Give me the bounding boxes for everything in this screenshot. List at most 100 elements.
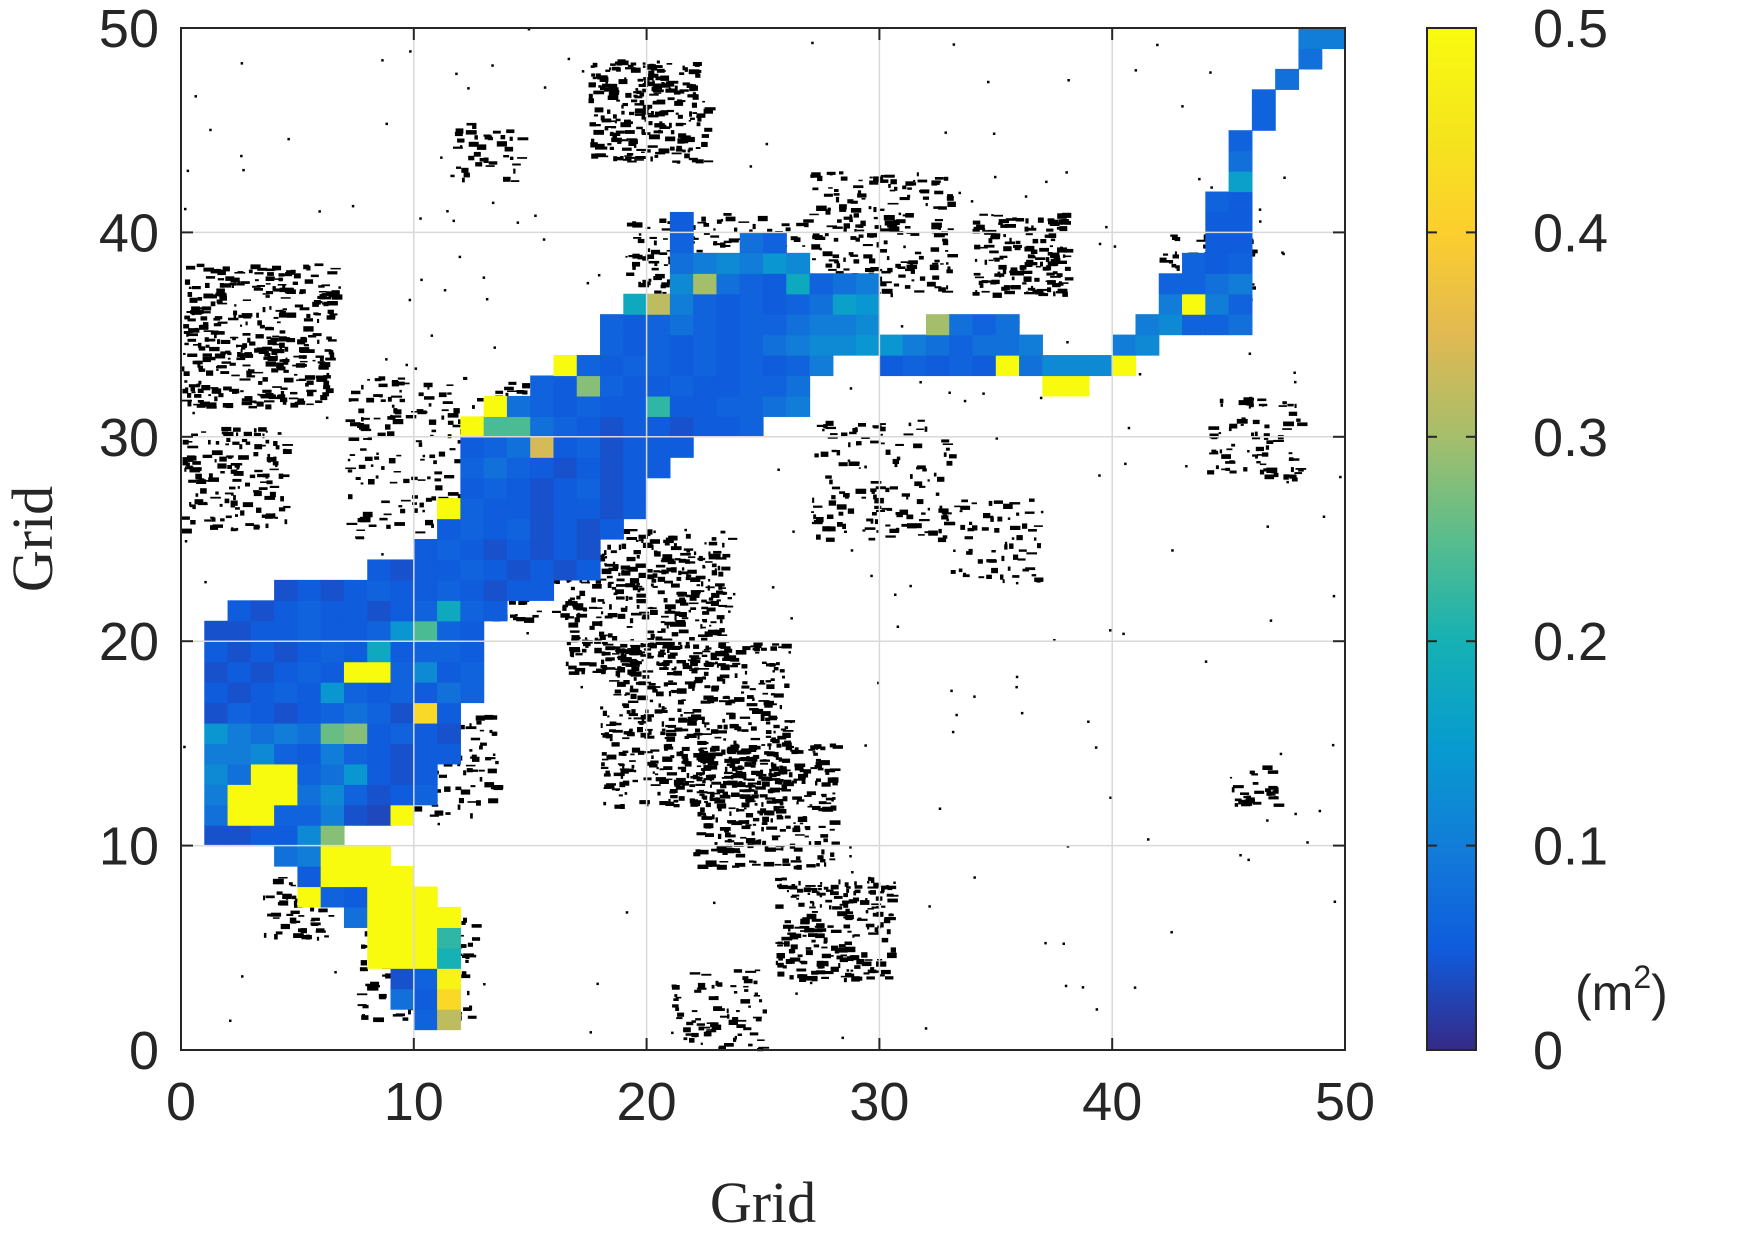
building-speck (774, 751, 779, 758)
building-speck (272, 878, 284, 885)
building-speck (1022, 523, 1028, 529)
building-speck (682, 149, 686, 153)
building-speck (820, 746, 826, 751)
building-speck (1219, 449, 1223, 454)
building-speck (697, 735, 700, 740)
building-speck (1257, 398, 1267, 402)
building-speck (656, 152, 666, 155)
building-speck (820, 807, 830, 811)
heatmap-cell (506, 518, 531, 540)
building-speck (734, 227, 738, 233)
building-speck (194, 95, 197, 98)
building-speck (849, 214, 853, 218)
building-speck (416, 409, 424, 413)
building-speck (328, 915, 335, 917)
building-speck (692, 236, 696, 239)
building-speck (868, 932, 879, 935)
building-speck (867, 877, 875, 881)
building-speck (753, 642, 763, 646)
building-speck (697, 864, 709, 869)
building-speck (632, 222, 643, 228)
building-speck (1025, 233, 1033, 236)
building-speck (821, 960, 829, 967)
building-speck (1294, 403, 1297, 408)
heatmap-cell (367, 559, 392, 581)
building-speck (713, 228, 716, 231)
building-speck (620, 643, 628, 648)
building-speck (997, 516, 1003, 522)
heatmap-cell (600, 436, 624, 458)
building-speck (650, 249, 661, 255)
building-speck (1064, 248, 1074, 253)
heatmap-cell (437, 518, 461, 540)
building-speck (853, 934, 860, 937)
building-speck (760, 808, 767, 814)
building-speck (772, 799, 783, 802)
building-speck (815, 762, 820, 767)
building-speck (664, 621, 676, 626)
building-speck (620, 156, 624, 161)
heatmap-cell (693, 334, 718, 356)
building-speck (639, 100, 645, 105)
building-speck (874, 268, 883, 272)
building-speck (868, 206, 872, 210)
building-speck (995, 437, 998, 440)
heatmap-cell (623, 293, 648, 315)
building-speck (851, 959, 854, 962)
building-speck (611, 66, 620, 71)
building-speck (489, 729, 493, 734)
building-speck (729, 811, 732, 816)
building-speck (648, 260, 660, 264)
building-speck (667, 648, 670, 654)
heatmap-cell (1158, 314, 1183, 336)
building-speck (325, 292, 332, 296)
building-speck (1221, 468, 1231, 471)
building-speck (571, 652, 575, 658)
building-speck (722, 678, 726, 684)
building-speck (864, 744, 867, 747)
building-speck (591, 73, 596, 77)
building-speck (604, 732, 610, 736)
building-speck (1044, 234, 1055, 238)
building-speck (751, 759, 757, 765)
building-speck (711, 686, 719, 692)
heatmap-cell (879, 334, 904, 356)
building-speck (777, 962, 784, 968)
building-speck (793, 847, 803, 852)
building-speck (732, 761, 740, 764)
building-speck (534, 214, 537, 217)
building-speck (872, 425, 882, 428)
building-speck (1050, 258, 1056, 264)
building-speck (748, 722, 752, 726)
building-speck (1278, 405, 1287, 407)
heatmap-cell (506, 498, 531, 520)
building-speck (708, 598, 713, 601)
building-speck (644, 116, 647, 122)
building-speck (184, 380, 188, 383)
building-speck (614, 120, 617, 124)
building-speck (1252, 801, 1262, 805)
building-speck (592, 76, 597, 80)
building-speck (285, 272, 296, 275)
heatmap-cell (297, 784, 322, 806)
building-speck (773, 667, 779, 671)
building-speck (604, 563, 614, 567)
building-speck (849, 846, 852, 849)
building-speck (674, 611, 681, 616)
building-speck (600, 115, 605, 121)
building-speck (642, 88, 648, 93)
building-speck (625, 664, 636, 667)
heatmap-cell (437, 641, 461, 663)
building-speck (884, 174, 895, 178)
building-speck (626, 272, 635, 276)
building-speck (752, 1016, 762, 1019)
building-speck (811, 939, 816, 943)
building-speck (386, 524, 391, 529)
building-speck (338, 286, 341, 289)
heatmap-cell (390, 927, 415, 949)
building-speck (830, 433, 838, 436)
building-speck (660, 621, 665, 624)
building-speck (883, 240, 888, 245)
building-speck (702, 779, 706, 784)
building-speck (396, 454, 402, 457)
